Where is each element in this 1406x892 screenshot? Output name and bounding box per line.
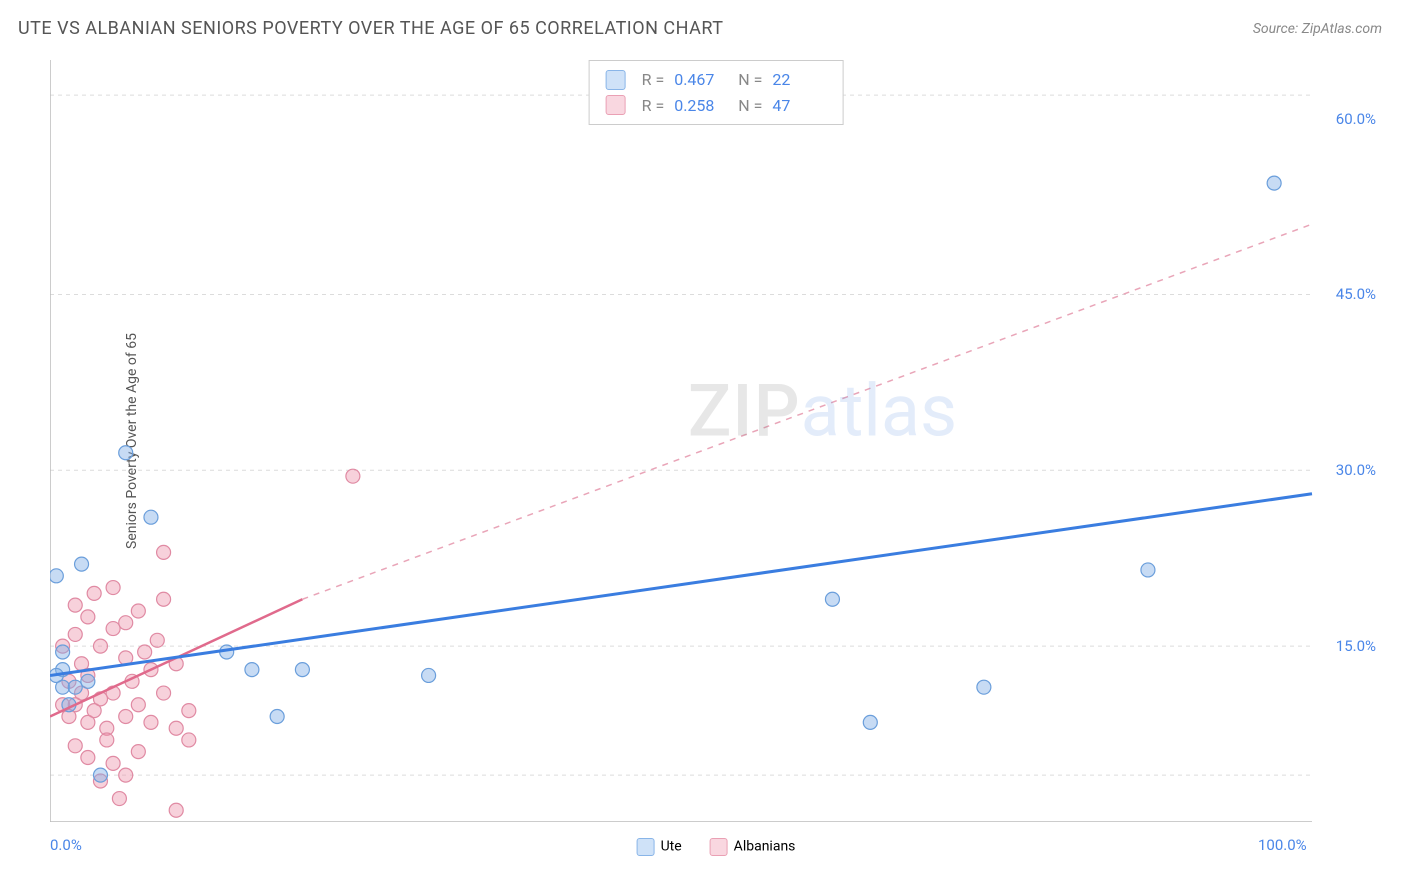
x-legend: Ute Albanians — [637, 838, 796, 856]
x-tick-label: 0.0% — [50, 836, 82, 854]
swatch-ute — [606, 70, 626, 90]
y-tick-label: 60.0% — [1336, 110, 1376, 128]
y-tick-label: 45.0% — [1336, 285, 1376, 303]
y-tick-label: 15.0% — [1336, 637, 1376, 655]
swatch-albanians — [606, 95, 626, 115]
stats-row-albanians: R =0.258 N =47 — [606, 93, 827, 119]
x-tick-label: 100.0% — [1258, 836, 1307, 854]
swatch-ute — [637, 838, 655, 856]
y-tick-label: 30.0% — [1336, 461, 1376, 479]
stats-row-ute: R =0.467 N =22 — [606, 67, 827, 93]
stats-legend-box: R =0.467 N =22 R =0.258 N =47 — [589, 60, 844, 125]
chart-area: Seniors Poverty Over the Age of 65 ZIPat… — [50, 60, 1382, 822]
swatch-albanians — [710, 838, 728, 856]
source-label: Source: ZipAtlas.com — [1253, 21, 1382, 37]
legend-item-ute: Ute — [637, 838, 682, 856]
legend-item-albanians: Albanians — [710, 838, 796, 856]
scatter-plot — [50, 60, 1382, 822]
chart-title: UTE VS ALBANIAN SENIORS POVERTY OVER THE… — [18, 18, 723, 39]
